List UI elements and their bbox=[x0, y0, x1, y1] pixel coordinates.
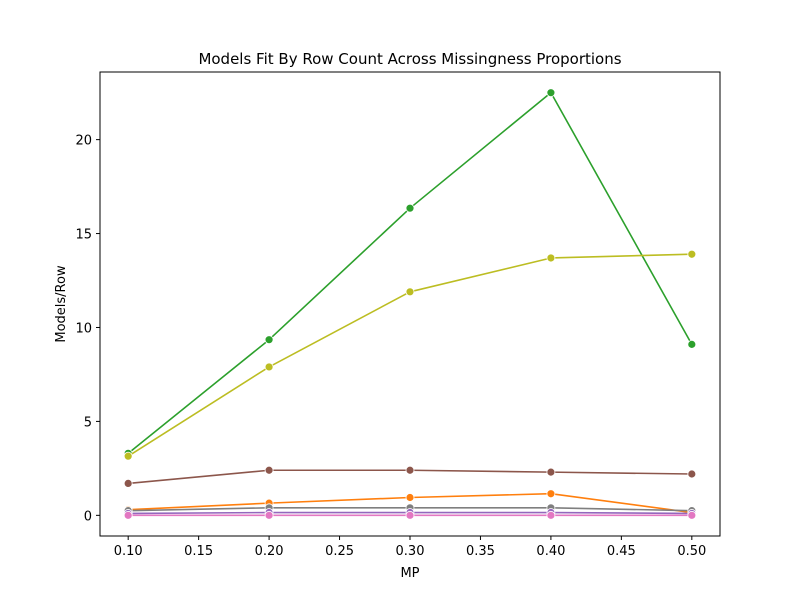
x-tick-label-4: 0.30 bbox=[396, 544, 425, 559]
x-axis-label: MP bbox=[400, 566, 419, 581]
x-tick-label-2: 0.20 bbox=[255, 544, 284, 559]
data-point-0-1 bbox=[264, 335, 274, 345]
data-point-6-3 bbox=[546, 510, 556, 520]
data-point-2-0 bbox=[123, 479, 133, 488]
data-point-6-2 bbox=[405, 510, 415, 520]
x-tick-label-5: 0.35 bbox=[466, 544, 495, 559]
data-point-1-3 bbox=[546, 253, 556, 263]
data-point-0-4 bbox=[687, 339, 697, 349]
y-axis-ticks: 0 5 10 15 20 bbox=[75, 134, 100, 524]
data-point-6-0 bbox=[123, 510, 133, 520]
data-point-6-4 bbox=[687, 510, 697, 520]
x-tick-label-7: 0.45 bbox=[607, 544, 636, 559]
data-point-2-2 bbox=[405, 465, 415, 475]
y-tick-label-4: 20 bbox=[75, 134, 92, 149]
data-point-2-3 bbox=[546, 467, 556, 477]
x-tick-label-0: 0.10 bbox=[114, 544, 143, 559]
data-point-1-2 bbox=[405, 287, 415, 297]
data-point-1-4 bbox=[687, 249, 697, 259]
y-tick-label-1: 5 bbox=[84, 415, 92, 430]
x-tick-label-6: 0.40 bbox=[536, 544, 565, 559]
data-point-0-3 bbox=[546, 88, 556, 98]
data-point-0-2 bbox=[405, 203, 415, 213]
data-point-3-2 bbox=[405, 493, 415, 502]
data-point-2-4 bbox=[687, 469, 697, 479]
data-point-3-3 bbox=[546, 489, 556, 499]
chart-title: Models Fit By Row Count Across Missingne… bbox=[198, 50, 621, 68]
x-tick-label-1: 0.15 bbox=[184, 544, 213, 559]
x-axis-ticks: 0.10 0.15 0.20 0.25 0.30 0.35 0.40 0.45 0.50 bbox=[114, 536, 706, 559]
x-tick-label-3: 0.25 bbox=[325, 544, 354, 559]
data-point-2-1 bbox=[264, 465, 274, 475]
data-point-1-0 bbox=[123, 451, 133, 461]
x-tick-label-8: 0.50 bbox=[677, 544, 706, 559]
y-tick-label-0: 0 bbox=[84, 509, 92, 524]
data-point-1-1 bbox=[264, 362, 274, 372]
y-tick-label-2: 10 bbox=[75, 321, 92, 336]
plot-area bbox=[123, 88, 697, 520]
y-axis-label: Models/Row bbox=[54, 265, 69, 343]
y-tick-label-3: 15 bbox=[75, 228, 92, 243]
data-point-6-1 bbox=[264, 510, 274, 520]
